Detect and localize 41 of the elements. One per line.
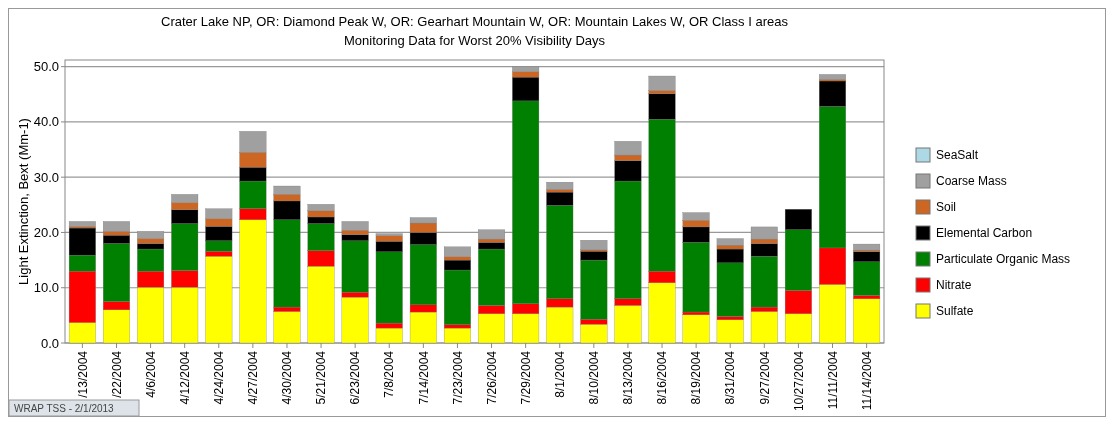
text: WRAP TSS - 2/1/2013: [14, 402, 115, 414]
x-tick-label: 9/27/2004: [757, 350, 772, 405]
x-tick-label: 8/13/2004: [621, 350, 636, 405]
x-tick-label: 11/14/2004: [859, 350, 874, 411]
legend-label: Particulate Organic Mass: [936, 252, 1071, 267]
x-tick-label: 10/27/2004: [791, 350, 806, 412]
x-tick-label: 4/30/2004: [280, 350, 295, 405]
y-axis-title: Light Extinction, Bext (Mm-1): [16, 118, 31, 285]
legend-label: Nitrate: [936, 278, 972, 293]
x-tick-label: 4/6/2004: [143, 350, 158, 398]
x-tick-label: 4/27/2004: [246, 350, 261, 405]
x-tick-label: 8/19/2004: [689, 350, 704, 405]
chart-title: Crater Lake NP, OR: Diamond Peak W, OR: Gearhart Mountain W, OR: Mountain Lakes W, OR Class I areas: [161, 14, 789, 29]
x-tick-label: 6/23/2004: [348, 350, 363, 405]
x-tick-label: 7/26/2004: [484, 350, 499, 405]
y-tick-label: 10.0: [33, 280, 59, 296]
legend-label: Coarse Mass: [936, 174, 1007, 189]
x-tick-label: 8/16/2004: [655, 350, 670, 405]
legend-label: Soil: [936, 200, 957, 215]
x-tick-label: 7/23/2004: [450, 350, 465, 405]
legend-label: Elemental Carbon: [936, 226, 1033, 241]
x-tick-label: 7/14/2004: [416, 350, 431, 405]
x-tick-label: /13/2004: [75, 350, 90, 398]
x-tick-label: 5/21/2004: [314, 350, 329, 405]
y-tick-label: 20.0: [33, 225, 59, 240]
x-tick-label: 4/12/2004: [177, 350, 192, 405]
legend-label: Sulfate: [936, 304, 974, 319]
y-tick-label: 40.0: [33, 114, 59, 130]
legend-label: SeaSalt: [936, 148, 979, 163]
x-tick-label: 8/1/2004: [552, 350, 567, 398]
x-tick-label: 8/10/2004: [587, 350, 602, 405]
y-tick-label: 30.0: [33, 169, 59, 185]
x-tick-label: /22/2004: [109, 350, 124, 398]
x-tick-label: 8/31/2004: [723, 350, 738, 405]
x-tick-label: 11/11/2004: [825, 350, 840, 410]
x-tick-label: 4/24/2004: [211, 350, 226, 405]
y-tick-label: 50.0: [33, 59, 59, 75]
x-tick-label: 7/29/2004: [518, 350, 533, 405]
x-tick-label: 7/8/2004: [382, 350, 397, 398]
chart-subtitle: Monitoring Data for Worst 20% Visibility Days: [343, 33, 606, 48]
y-tick-label: 0.0: [40, 335, 59, 351]
